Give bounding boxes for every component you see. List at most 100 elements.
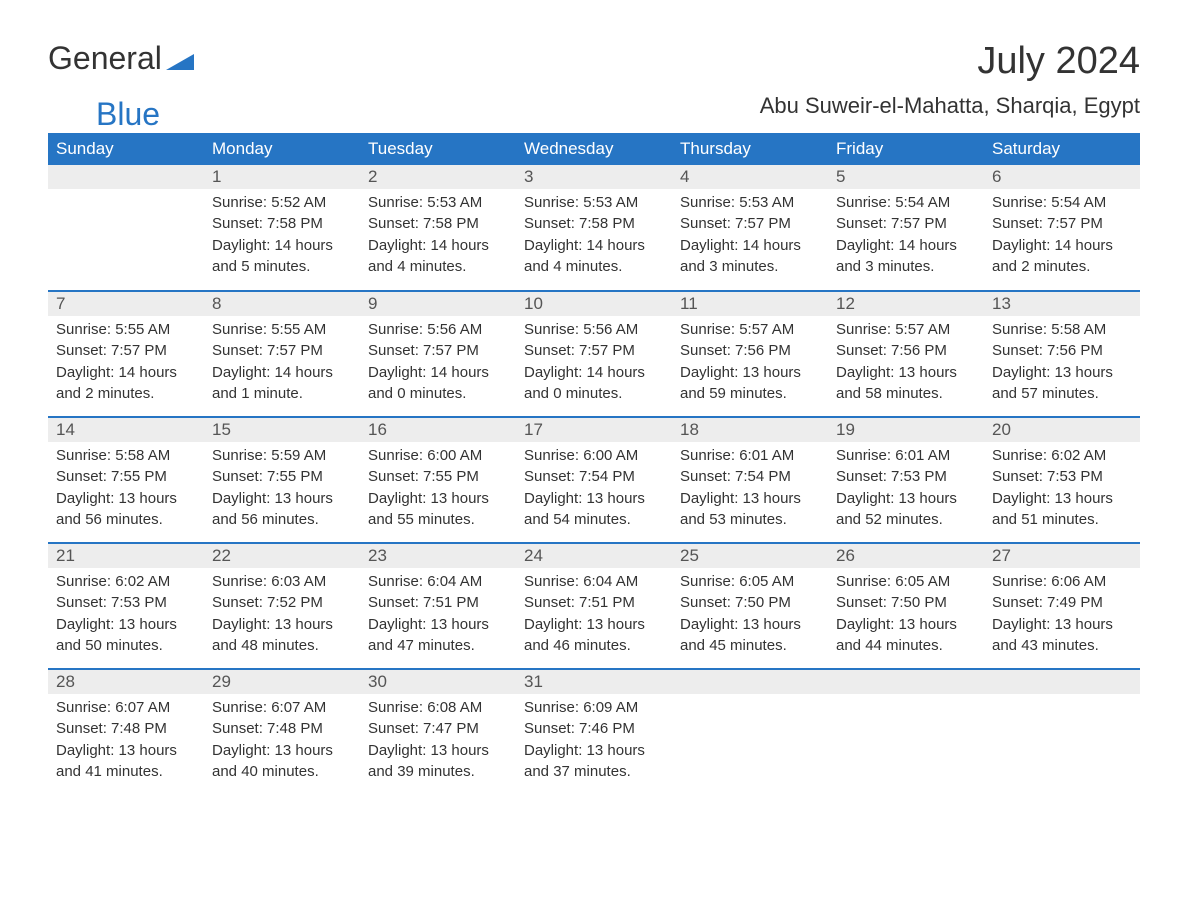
calendar-week-row: 28Sunrise: 6:07 AMSunset: 7:48 PMDayligh… <box>48 669 1140 795</box>
day-number-empty <box>828 670 984 694</box>
day-body: Sunrise: 6:01 AMSunset: 7:53 PMDaylight:… <box>828 442 984 539</box>
day-number: 12 <box>828 292 984 316</box>
sunrise-text: Sunrise: 5:57 AM <box>836 320 976 340</box>
sunset-text: Sunset: 7:53 PM <box>836 467 976 487</box>
sunrise-text: Sunrise: 5:56 AM <box>524 320 664 340</box>
dl1-text: Daylight: 13 hours <box>56 489 196 509</box>
day-number: 2 <box>360 165 516 189</box>
day-number: 10 <box>516 292 672 316</box>
day-body: Sunrise: 6:01 AMSunset: 7:54 PMDaylight:… <box>672 442 828 539</box>
sunset-text: Sunset: 7:49 PM <box>992 593 1132 613</box>
sunset-text: Sunset: 7:57 PM <box>56 341 196 361</box>
dl2-text: and 53 minutes. <box>680 510 820 530</box>
day-number-empty <box>48 165 204 189</box>
day-body: Sunrise: 5:56 AMSunset: 7:57 PMDaylight:… <box>516 316 672 413</box>
dl1-text: Daylight: 13 hours <box>56 741 196 761</box>
calendar-cell: 21Sunrise: 6:02 AMSunset: 7:53 PMDayligh… <box>48 543 204 669</box>
dl1-text: Daylight: 13 hours <box>56 615 196 635</box>
dl1-text: Daylight: 13 hours <box>680 489 820 509</box>
sunrise-text: Sunrise: 6:07 AM <box>56 698 196 718</box>
dl2-text: and 57 minutes. <box>992 384 1132 404</box>
dl2-text: and 50 minutes. <box>56 636 196 656</box>
calendar-cell: 26Sunrise: 6:05 AMSunset: 7:50 PMDayligh… <box>828 543 984 669</box>
day-body: Sunrise: 5:58 AMSunset: 7:55 PMDaylight:… <box>48 442 204 539</box>
weekday-header: Monday <box>204 133 360 165</box>
calendar-cell: 23Sunrise: 6:04 AMSunset: 7:51 PMDayligh… <box>360 543 516 669</box>
sunrise-text: Sunrise: 6:06 AM <box>992 572 1132 592</box>
day-number: 31 <box>516 670 672 694</box>
dl2-text: and 52 minutes. <box>836 510 976 530</box>
weekday-header: Friday <box>828 133 984 165</box>
dl2-text: and 2 minutes. <box>56 384 196 404</box>
day-number-empty <box>984 670 1140 694</box>
dl1-text: Daylight: 13 hours <box>680 615 820 635</box>
dl1-text: Daylight: 14 hours <box>368 236 508 256</box>
sunset-text: Sunset: 7:50 PM <box>836 593 976 613</box>
sunrise-text: Sunrise: 6:02 AM <box>56 572 196 592</box>
sunset-text: Sunset: 7:57 PM <box>524 341 664 361</box>
calendar-cell: 1Sunrise: 5:52 AMSunset: 7:58 PMDaylight… <box>204 165 360 291</box>
calendar-cell <box>48 165 204 291</box>
day-body: Sunrise: 5:52 AMSunset: 7:58 PMDaylight:… <box>204 189 360 286</box>
dl2-text: and 3 minutes. <box>680 257 820 277</box>
calendar-cell: 5Sunrise: 5:54 AMSunset: 7:57 PMDaylight… <box>828 165 984 291</box>
day-number: 19 <box>828 418 984 442</box>
sunrise-text: Sunrise: 5:54 AM <box>992 193 1132 213</box>
dl1-text: Daylight: 13 hours <box>368 489 508 509</box>
calendar-cell: 2Sunrise: 5:53 AMSunset: 7:58 PMDaylight… <box>360 165 516 291</box>
day-number: 17 <box>516 418 672 442</box>
day-number: 15 <box>204 418 360 442</box>
dl1-text: Daylight: 14 hours <box>680 236 820 256</box>
dl2-text: and 37 minutes. <box>524 762 664 782</box>
day-number: 16 <box>360 418 516 442</box>
dl1-text: Daylight: 13 hours <box>836 363 976 383</box>
calendar-cell: 16Sunrise: 6:00 AMSunset: 7:55 PMDayligh… <box>360 417 516 543</box>
brand-logo: General <box>48 40 194 77</box>
dl2-text: and 1 minute. <box>212 384 352 404</box>
sunset-text: Sunset: 7:58 PM <box>368 214 508 234</box>
calendar-cell: 25Sunrise: 6:05 AMSunset: 7:50 PMDayligh… <box>672 543 828 669</box>
sunrise-text: Sunrise: 6:01 AM <box>680 446 820 466</box>
brand-word2: Blue <box>96 96 160 133</box>
dl1-text: Daylight: 13 hours <box>992 615 1132 635</box>
sunrise-text: Sunrise: 5:55 AM <box>56 320 196 340</box>
sunrise-text: Sunrise: 6:08 AM <box>368 698 508 718</box>
dl2-text: and 44 minutes. <box>836 636 976 656</box>
calendar-cell: 4Sunrise: 5:53 AMSunset: 7:57 PMDaylight… <box>672 165 828 291</box>
calendar-cell: 30Sunrise: 6:08 AMSunset: 7:47 PMDayligh… <box>360 669 516 795</box>
calendar-cell: 8Sunrise: 5:55 AMSunset: 7:57 PMDaylight… <box>204 291 360 417</box>
day-body: Sunrise: 6:02 AMSunset: 7:53 PMDaylight:… <box>984 442 1140 539</box>
dl2-text: and 55 minutes. <box>368 510 508 530</box>
sunrise-text: Sunrise: 5:54 AM <box>836 193 976 213</box>
dl2-text: and 0 minutes. <box>524 384 664 404</box>
calendar-cell: 6Sunrise: 5:54 AMSunset: 7:57 PMDaylight… <box>984 165 1140 291</box>
sunrise-text: Sunrise: 6:01 AM <box>836 446 976 466</box>
sunset-text: Sunset: 7:57 PM <box>680 214 820 234</box>
sunrise-text: Sunrise: 5:58 AM <box>992 320 1132 340</box>
page-title: July 2024 <box>977 40 1140 83</box>
day-number: 29 <box>204 670 360 694</box>
dl2-text: and 43 minutes. <box>992 636 1132 656</box>
calendar-cell: 31Sunrise: 6:09 AMSunset: 7:46 PMDayligh… <box>516 669 672 795</box>
calendar-week-row: 21Sunrise: 6:02 AMSunset: 7:53 PMDayligh… <box>48 543 1140 669</box>
day-number: 18 <box>672 418 828 442</box>
calendar-cell <box>828 669 984 795</box>
dl2-text: and 41 minutes. <box>56 762 196 782</box>
sunrise-text: Sunrise: 5:59 AM <box>212 446 352 466</box>
dl1-text: Daylight: 14 hours <box>524 236 664 256</box>
day-number: 26 <box>828 544 984 568</box>
dl2-text: and 59 minutes. <box>680 384 820 404</box>
sunset-text: Sunset: 7:57 PM <box>836 214 976 234</box>
day-body: Sunrise: 5:58 AMSunset: 7:56 PMDaylight:… <box>984 316 1140 413</box>
day-body: Sunrise: 6:06 AMSunset: 7:49 PMDaylight:… <box>984 568 1140 665</box>
sunrise-text: Sunrise: 5:53 AM <box>680 193 820 213</box>
sunset-text: Sunset: 7:52 PM <box>212 593 352 613</box>
day-body: Sunrise: 6:02 AMSunset: 7:53 PMDaylight:… <box>48 568 204 665</box>
day-body: Sunrise: 5:57 AMSunset: 7:56 PMDaylight:… <box>828 316 984 413</box>
sunrise-text: Sunrise: 6:05 AM <box>680 572 820 592</box>
sunrise-text: Sunrise: 6:02 AM <box>992 446 1132 466</box>
dl1-text: Daylight: 13 hours <box>836 615 976 635</box>
dl2-text: and 54 minutes. <box>524 510 664 530</box>
day-number-empty <box>672 670 828 694</box>
sunset-text: Sunset: 7:55 PM <box>56 467 196 487</box>
